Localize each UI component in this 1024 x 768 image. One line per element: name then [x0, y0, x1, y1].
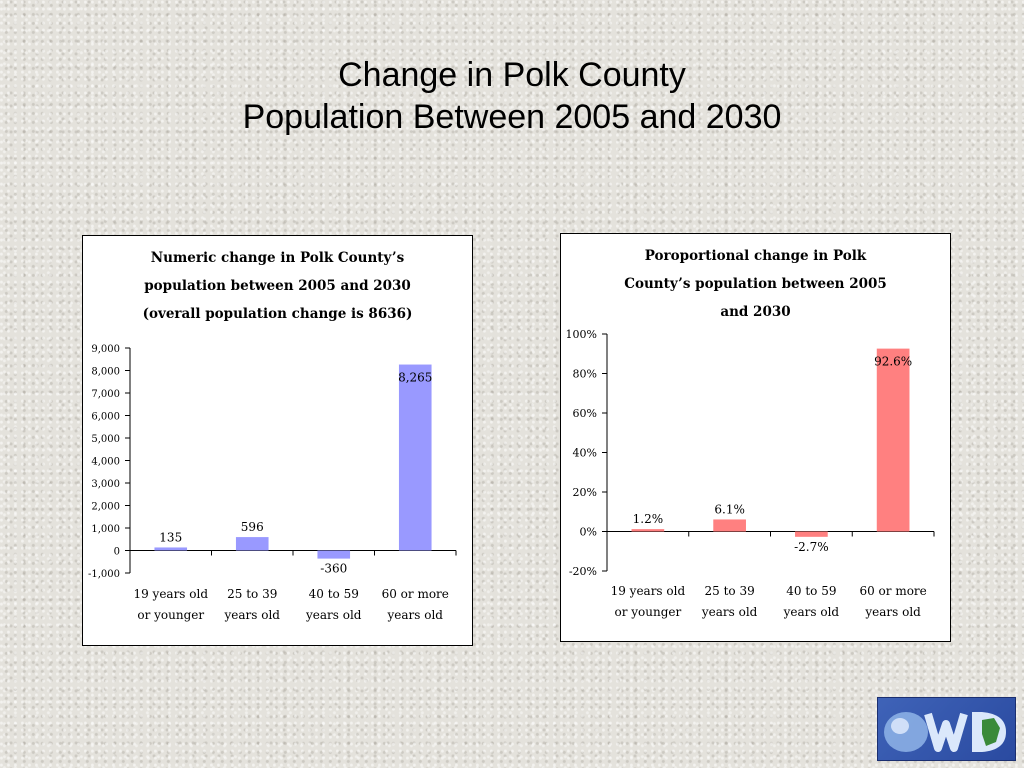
bar — [398, 364, 432, 551]
y-tick-label: 60% — [573, 407, 597, 420]
y-tick-label: 3,000 — [91, 479, 120, 490]
numeric-change-chart: Numeric change in Polk County’s populati… — [82, 235, 473, 646]
y-tick-label: 0% — [580, 526, 597, 539]
data-label: 596 — [241, 520, 264, 534]
y-tick-label: 7,000 — [91, 389, 120, 400]
data-label: 1.2% — [633, 512, 664, 526]
bar — [631, 529, 665, 532]
category-label: 60 or more — [382, 587, 449, 601]
bar — [713, 519, 746, 532]
numeric-chart-plot: -1,000 0 1,000 2,000 3,000 4,000 5,000 6,000 7,0… — [88, 344, 457, 622]
category-label: 19 years old — [611, 584, 686, 598]
bar — [795, 531, 828, 537]
proportional-chart-plot: -20% 0% 20% 40% 60% 80% 100% 1.2% 19 years old or… — [566, 328, 935, 619]
category-label: 19 years old — [133, 587, 208, 601]
y-tick-label: 9,000 — [91, 344, 120, 355]
category-label: years old — [783, 605, 840, 619]
category-label: 60 or more — [859, 584, 926, 598]
y-tick-label: -20% — [569, 565, 597, 578]
category-label: years old — [864, 605, 921, 619]
y-tick-label: 80% — [573, 368, 597, 381]
data-label: 135 — [159, 530, 182, 544]
y-tick-label: 8,000 — [91, 367, 120, 378]
proportional-chart-title: Poroportional change in Polk County’s po… — [561, 242, 950, 326]
y-tick-label: 4,000 — [91, 457, 120, 468]
numeric-chart-title-line-2: population between 2005 and 2030 — [144, 278, 411, 294]
bar — [235, 537, 269, 551]
category-label: 40 to 59 — [309, 587, 359, 601]
y-tick-label: 20% — [573, 486, 597, 499]
proportional-chart-title-line-3: and 2030 — [720, 304, 791, 320]
numeric-chart-title-line-3: (overall population change is 8636) — [142, 306, 413, 322]
category-label: 40 to 59 — [786, 584, 836, 598]
category-label: or younger — [137, 608, 204, 622]
y-tick-label: 5,000 — [91, 434, 120, 445]
category-label: or younger — [614, 605, 681, 619]
category-label: years old — [701, 605, 758, 619]
data-label: 92.6% — [874, 355, 912, 369]
slide-title: Change in Polk County Population Between… — [0, 54, 1024, 138]
y-tick-label: -1,000 — [88, 569, 120, 580]
data-label: 8,265 — [398, 371, 432, 385]
y-tick-label: 2,000 — [91, 502, 120, 513]
bar — [876, 348, 910, 532]
y-tick-label: 40% — [573, 447, 597, 460]
numeric-chart-title-line-1: Numeric change in Polk County’s — [150, 250, 405, 266]
slide-title-line-2: Population Between 2005 and 2030 — [242, 98, 782, 136]
bar — [317, 550, 351, 559]
proportional-chart-title-line-2: County’s population between 2005 — [624, 276, 887, 292]
proportional-chart-title-line-1: Poroportional change in Polk — [644, 248, 867, 264]
y-tick-label: 100% — [566, 328, 597, 341]
category-label: 25 to 39 — [227, 587, 277, 601]
dwd-logo-icon — [877, 697, 1016, 761]
y-tick-label: 1,000 — [91, 524, 120, 535]
numeric-chart-title: Numeric change in Polk County’s populati… — [83, 244, 472, 328]
category-label: 25 to 39 — [705, 584, 755, 598]
data-label: -2.7% — [794, 540, 829, 554]
slide-title-line-1: Change in Polk County — [338, 56, 686, 94]
category-label: years old — [305, 608, 362, 622]
category-label: years old — [224, 608, 281, 622]
bar — [154, 547, 188, 551]
proportional-change-chart: Poroportional change in Polk County’s po… — [560, 233, 951, 642]
y-tick-label: 0 — [114, 547, 120, 558]
y-tick-label: 6,000 — [91, 412, 120, 423]
data-label: 6.1% — [714, 502, 745, 516]
category-label: years old — [387, 608, 444, 622]
data-label: -360 — [320, 562, 347, 576]
